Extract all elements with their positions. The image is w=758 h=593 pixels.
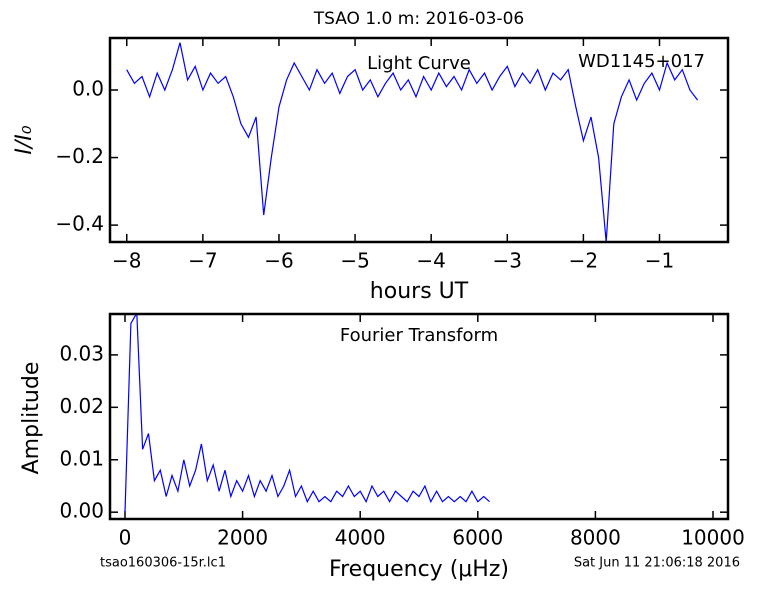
x-tick-label: −8 xyxy=(112,249,141,273)
x-tick-label: 4000 xyxy=(335,526,386,550)
x-tick-label: −6 xyxy=(264,249,293,273)
x-tick-label: 2000 xyxy=(217,526,268,550)
annotation: Fourier Transform xyxy=(340,325,498,346)
plot-frame xyxy=(108,36,730,244)
y-axis-label: Amplitude xyxy=(19,362,44,475)
x-tick-label: −3 xyxy=(493,249,522,273)
y-tick-label: 0.00 xyxy=(59,499,104,523)
y-tick-label: 0.0 xyxy=(72,77,104,101)
y-tick-label: 0.01 xyxy=(59,446,104,470)
x-tick-label: 0 xyxy=(119,526,132,550)
footer-right: Sat Jun 11 21:06:18 2016 xyxy=(574,556,740,571)
annotation: WD1145+017 xyxy=(578,51,705,72)
x-tick-label: −4 xyxy=(416,249,445,273)
plot-frame xyxy=(108,312,730,521)
y-tick-label: −0.2 xyxy=(55,144,104,168)
x-axis-label: hours UT xyxy=(370,279,469,304)
footer-left: tsao160306-15r.lc1 xyxy=(100,556,226,571)
y-tick-label: −0.4 xyxy=(55,212,104,236)
figure-title: TSAO 1.0 m: 2016-03-06 xyxy=(313,9,525,29)
x-tick-label: −2 xyxy=(569,249,598,273)
y-axis-label: I/I₀ xyxy=(12,125,37,154)
data-line xyxy=(124,314,490,513)
annotation: Light Curve xyxy=(367,53,471,74)
x-axis-label: Frequency (μHz) xyxy=(329,557,509,582)
x-tick-label: −5 xyxy=(340,249,369,273)
x-tick-label: −7 xyxy=(188,249,217,273)
y-tick-label: 0.02 xyxy=(59,394,104,418)
y-tick-label: 0.03 xyxy=(59,341,104,365)
data-line xyxy=(126,42,699,242)
x-tick-label: −1 xyxy=(645,249,674,273)
x-tick-label: 10000 xyxy=(681,526,745,550)
x-tick-label: 8000 xyxy=(570,526,621,550)
x-tick-label: 6000 xyxy=(452,526,503,550)
